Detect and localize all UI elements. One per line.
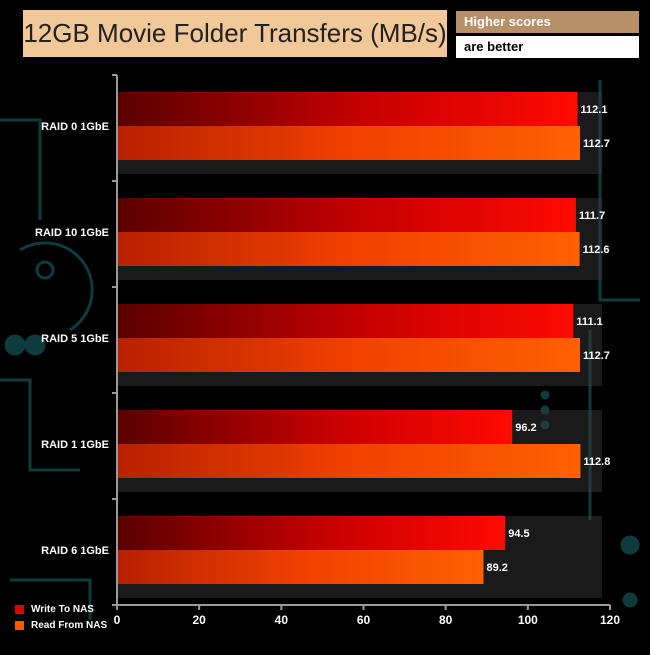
bar-write — [117, 304, 574, 338]
data-label: 112.1 — [581, 104, 608, 116]
data-label: 112.6 — [583, 244, 610, 256]
bar-write — [117, 410, 513, 444]
legend-item-read: Read From NAS — [15, 617, 107, 633]
bar-read — [117, 126, 581, 160]
x-tick-label: 80 — [439, 613, 453, 627]
chart-title: 12GB Movie Folder Transfers (MB/s) — [23, 10, 447, 57]
bar-write — [117, 198, 576, 232]
data-label: 112.7 — [583, 350, 610, 362]
category-label: RAID 0 1GbE — [41, 121, 109, 133]
bar-read — [117, 550, 484, 584]
x-tick-label: 40 — [275, 613, 289, 627]
data-label: 112.7 — [583, 138, 610, 150]
x-tick-label: 120 — [600, 613, 620, 627]
bar-write — [117, 516, 506, 550]
note-are-better: are better — [456, 36, 639, 58]
legend: Write To NAS Read From NAS — [15, 601, 107, 633]
legend-item-write: Write To NAS — [15, 601, 107, 617]
x-tick-label: 60 — [357, 613, 371, 627]
data-label: 94.5 — [508, 528, 529, 540]
bars-layer: 112.1 112.7 111.7 112.6 111.1 112.7 96.2 112.8 9… — [117, 92, 610, 584]
legend-swatch-write — [15, 604, 24, 614]
data-label: 112.8 — [583, 456, 610, 468]
x-tick-label: 20 — [192, 613, 206, 627]
category-label: RAID 5 1GbE — [41, 333, 109, 345]
category-label: RAID 6 1GbE — [41, 545, 109, 557]
x-tick-label: 0 — [114, 613, 121, 627]
category-label: RAID 1 1GbE — [41, 439, 109, 451]
data-label: 89.2 — [486, 562, 507, 574]
data-label: 111.1 — [576, 316, 602, 328]
legend-label-write: Write To NAS — [31, 603, 94, 615]
note-higher-scores: Higher scores — [456, 11, 639, 33]
axes-layer: RAID 0 1GbE RAID 10 1GbE RAID 5 1GbE RAID 1… — [35, 74, 620, 627]
bar-write — [117, 92, 578, 126]
data-label: 111.7 — [579, 210, 605, 222]
legend-swatch-read — [15, 620, 24, 630]
bar-read — [117, 444, 581, 478]
circuit-background — [0, 80, 640, 620]
legend-label-read: Read From NAS — [31, 619, 108, 631]
data-label: 96.2 — [515, 422, 536, 434]
bar-read — [117, 338, 581, 372]
category-label: RAID 10 1GbE — [35, 227, 109, 239]
bar-read — [117, 232, 580, 266]
x-tick-label: 100 — [518, 613, 538, 627]
